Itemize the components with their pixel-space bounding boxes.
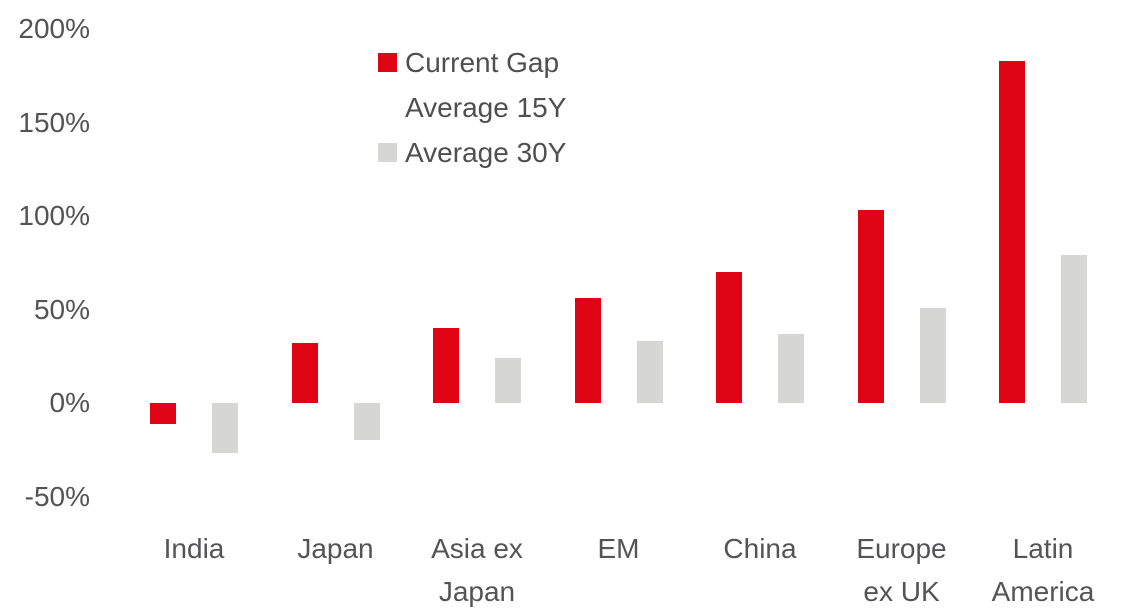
legend-item: Average 15Y — [378, 85, 566, 130]
x-axis-category-label: Latin America — [991, 533, 1095, 607]
x-axis-category-label: Japan — [297, 533, 374, 564]
bar-average-30y — [495, 358, 521, 403]
bar-average-30y — [212, 403, 238, 454]
bar-current-gap — [433, 328, 459, 403]
legend-label: Average 30Y — [405, 136, 567, 168]
bar-current-gap — [291, 343, 318, 403]
x-axis-category-label: China — [723, 533, 797, 564]
y-axis-tick-label: 0% — [49, 387, 90, 418]
y-axis-tick-label: -50% — [24, 480, 90, 512]
bar-average-30y — [778, 333, 804, 403]
y-axis-tick-label: 50% — [33, 293, 90, 325]
legend-swatch-icon — [378, 143, 397, 162]
legend: Current Gap Average 15Y Average 30Y — [378, 40, 566, 175]
legend-item: Current Gap — [378, 40, 566, 85]
bar-current-gap — [150, 403, 176, 424]
bar-average-30y — [636, 341, 663, 403]
y-axis-tick-label: 150% — [18, 106, 90, 138]
y-axis-tick-label: 100% — [18, 200, 90, 231]
x-axis-category-label: India — [163, 533, 225, 564]
x-axis-category-label: EM — [597, 533, 640, 564]
bar-current-gap — [716, 272, 742, 403]
bar-current-gap — [857, 210, 884, 403]
bar-current-gap — [999, 60, 1025, 403]
bar-average-30y — [1061, 255, 1087, 403]
legend-swatch-icon — [378, 98, 397, 117]
x-axis-category-label: Europe ex UK — [856, 533, 947, 607]
bar-average-30y — [919, 307, 946, 403]
bar-current-gap — [574, 298, 601, 403]
legend-swatch-icon — [378, 53, 397, 72]
bar-average-30y — [353, 403, 380, 441]
x-axis-category-label: Asia ex Japan — [431, 533, 523, 607]
legend-label: Average 15Y — [405, 91, 567, 123]
legend-item: Average 30Y — [378, 130, 566, 175]
y-axis-tick-label: 200% — [18, 13, 90, 44]
legend-label: Current Gap — [405, 46, 560, 78]
